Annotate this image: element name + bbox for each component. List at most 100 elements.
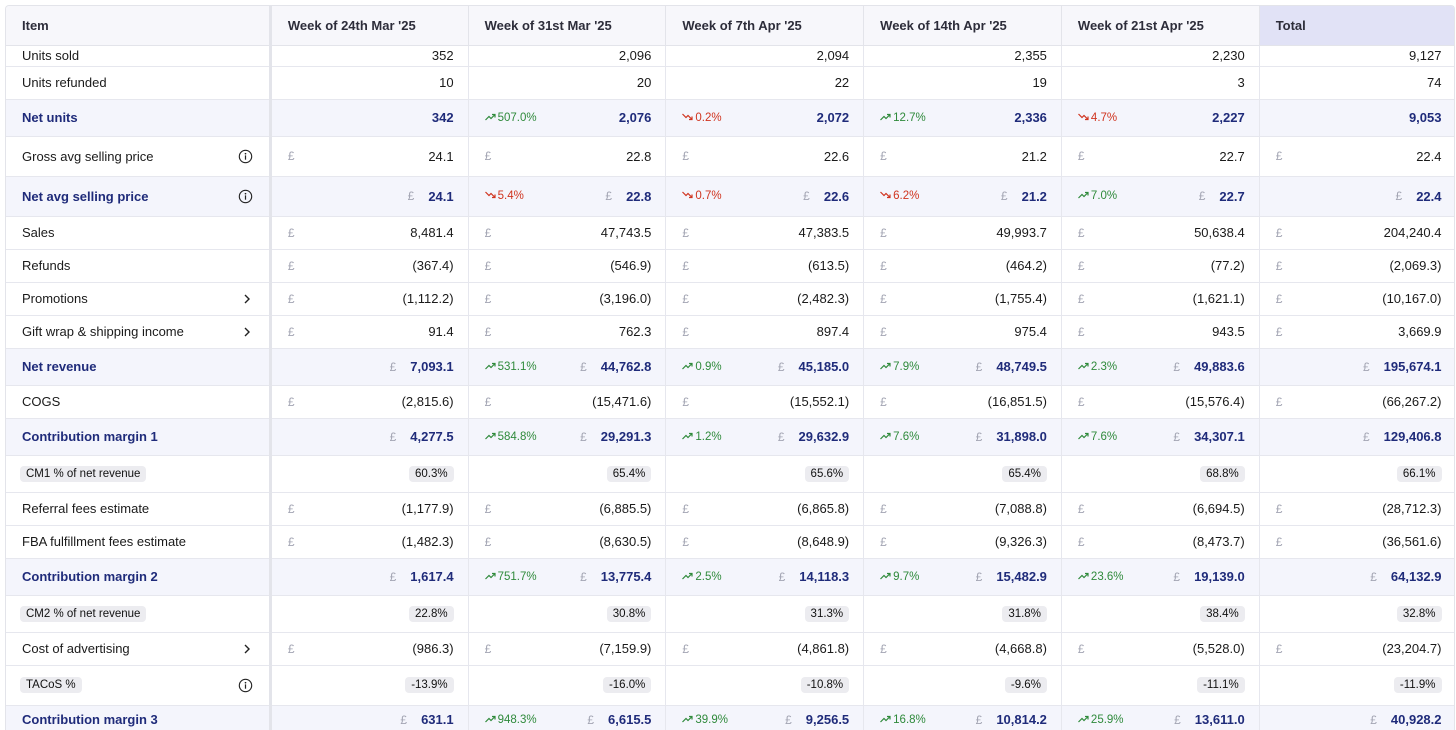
change-percent: 0.9%: [695, 360, 722, 373]
value: 40,928.2: [1390, 712, 1442, 727]
change-indicator: 0.2%: [682, 112, 722, 124]
currency-symbol: £: [287, 291, 295, 306]
currency-symbol: £: [975, 359, 983, 374]
currency-symbol: £: [484, 641, 492, 656]
info-icon[interactable]: [238, 149, 253, 164]
week-value-cell: -16.0%: [468, 665, 667, 706]
value: (2,482.3): [797, 291, 850, 306]
week-value-cell: 531.1% £44,762.8: [468, 348, 667, 386]
trend-down-icon: [682, 190, 693, 202]
total-cell: £129,406.8: [1259, 418, 1454, 456]
value: (3,196.0): [599, 291, 652, 306]
currency-symbol: £: [389, 569, 397, 584]
change-indicator: 7.6%: [1077, 431, 1117, 443]
trend-up-icon: [880, 431, 891, 443]
currency-symbol: £: [484, 258, 492, 273]
week-value-cell: £ (15,471.6): [468, 385, 667, 419]
trend-up-icon: [484, 571, 496, 583]
percent-badge: 31.3%: [804, 605, 850, 622]
chevron-right-icon[interactable]: [241, 326, 253, 338]
chevron-right-icon[interactable]: [241, 643, 253, 655]
total-cell: 74: [1259, 66, 1454, 100]
week-value-cell: £ (9,326.3): [863, 525, 1062, 559]
value: 50,638.4: [1194, 225, 1245, 240]
currency-symbol: £: [287, 501, 295, 516]
value: (15,471.6): [592, 394, 652, 409]
currency-symbol: £: [484, 149, 492, 163]
change-percent: 2.5%: [695, 570, 722, 583]
currency-symbol: £: [484, 225, 492, 240]
row-label-cell: CM1 % of net revenue: [6, 455, 272, 493]
info-icon[interactable]: [238, 678, 253, 693]
table-row: Units refunded 10 20 22 19 3 74: [6, 66, 1454, 100]
column-header-week[interactable]: Week of 21st Apr '25: [1061, 6, 1260, 46]
change-indicator: 7.9%: [880, 361, 919, 373]
value: 762.3: [618, 324, 652, 339]
currency-symbol: £: [975, 569, 983, 584]
week-value-cell: 2.5% £14,118.3: [665, 558, 865, 596]
value: (2,069.3): [1389, 258, 1442, 273]
value: 22.8: [626, 148, 652, 164]
info-icon[interactable]: [238, 189, 253, 204]
week-value-cell: 948.3% £6,615.5: [468, 705, 667, 730]
column-header-item[interactable]: Item: [6, 6, 272, 46]
week-value-cell: £ (1,112.2): [270, 282, 469, 316]
trend-up-icon: [484, 431, 496, 443]
trend-up-icon: [1077, 361, 1089, 373]
week-value-cell: 3: [1061, 66, 1260, 100]
currency-symbol: £: [484, 534, 492, 549]
currency-symbol: £: [778, 569, 786, 584]
column-header-week[interactable]: Week of 7th Apr '25: [665, 6, 865, 46]
trend-up-icon: [1077, 714, 1089, 726]
currency-symbol: £: [287, 641, 295, 656]
row-label-cell: Net revenue: [6, 348, 272, 386]
week-value-cell: 507.0% 2,076: [468, 99, 667, 137]
week-value-cell: 60.3%: [270, 455, 469, 493]
row-label: COGS: [22, 394, 61, 409]
column-header-week[interactable]: Week of 31st Mar '25: [468, 6, 667, 46]
column-header-total[interactable]: Total: [1259, 6, 1454, 46]
currency-symbol: £: [682, 501, 690, 516]
currency-symbol: £: [1174, 712, 1181, 727]
change-indicator: 7.0%: [1077, 190, 1117, 202]
currency-symbol: £: [484, 394, 492, 409]
currency-symbol: £: [1362, 359, 1370, 374]
week-value-cell: 2,355: [863, 45, 1062, 67]
currency-symbol: £: [880, 641, 887, 656]
week-value-cell: 2,094: [665, 45, 865, 67]
currency-symbol: £: [287, 149, 295, 163]
change-indicator: 23.6%: [1077, 571, 1124, 583]
percent-badge: 68.8%: [1200, 465, 1245, 482]
value: 975.4: [1014, 324, 1047, 339]
value: 2,076: [618, 110, 652, 125]
currency-symbol: £: [880, 501, 887, 516]
currency-symbol: £: [880, 291, 887, 306]
week-value-cell: £22.7: [1061, 136, 1260, 177]
currency-symbol: £: [880, 394, 887, 409]
change-indicator: 1.2%: [682, 431, 722, 443]
row-label: Net avg selling price: [22, 188, 149, 204]
column-header-week[interactable]: Week of 14th Apr '25: [863, 6, 1062, 46]
change-indicator: 531.1%: [484, 361, 537, 373]
column-header-week[interactable]: Week of 24th Mar '25: [270, 6, 469, 46]
table-row: Units sold 352 2,096 2,094 2,355 2,230 9,127: [6, 45, 1454, 67]
value: 22.4: [1416, 188, 1442, 204]
week-value-cell: £ (15,552.1): [665, 385, 865, 419]
row-label-badge: CM1 % of net revenue: [20, 465, 147, 482]
value: 204,240.4: [1383, 225, 1442, 240]
value: 943.5: [1212, 324, 1245, 339]
week-value-cell: £943.5: [1061, 315, 1260, 349]
value: 47,743.5: [600, 225, 652, 240]
total-cell: 9,053: [1259, 99, 1454, 137]
week-value-cell: £1,617.4: [270, 558, 469, 596]
chevron-right-icon[interactable]: [241, 293, 253, 305]
currency-symbol: £: [880, 149, 887, 163]
value: (77.2): [1210, 258, 1245, 273]
value: (6,865.8): [797, 501, 850, 516]
week-value-cell: 0.9% £45,185.0: [665, 348, 865, 386]
total-cell: £22.4: [1259, 176, 1454, 217]
row-label-cell: CM2 % of net revenue: [6, 595, 272, 633]
value: 29,291.3: [600, 429, 652, 444]
week-value-cell: £975.4: [863, 315, 1062, 349]
trend-up-icon: [484, 714, 496, 726]
